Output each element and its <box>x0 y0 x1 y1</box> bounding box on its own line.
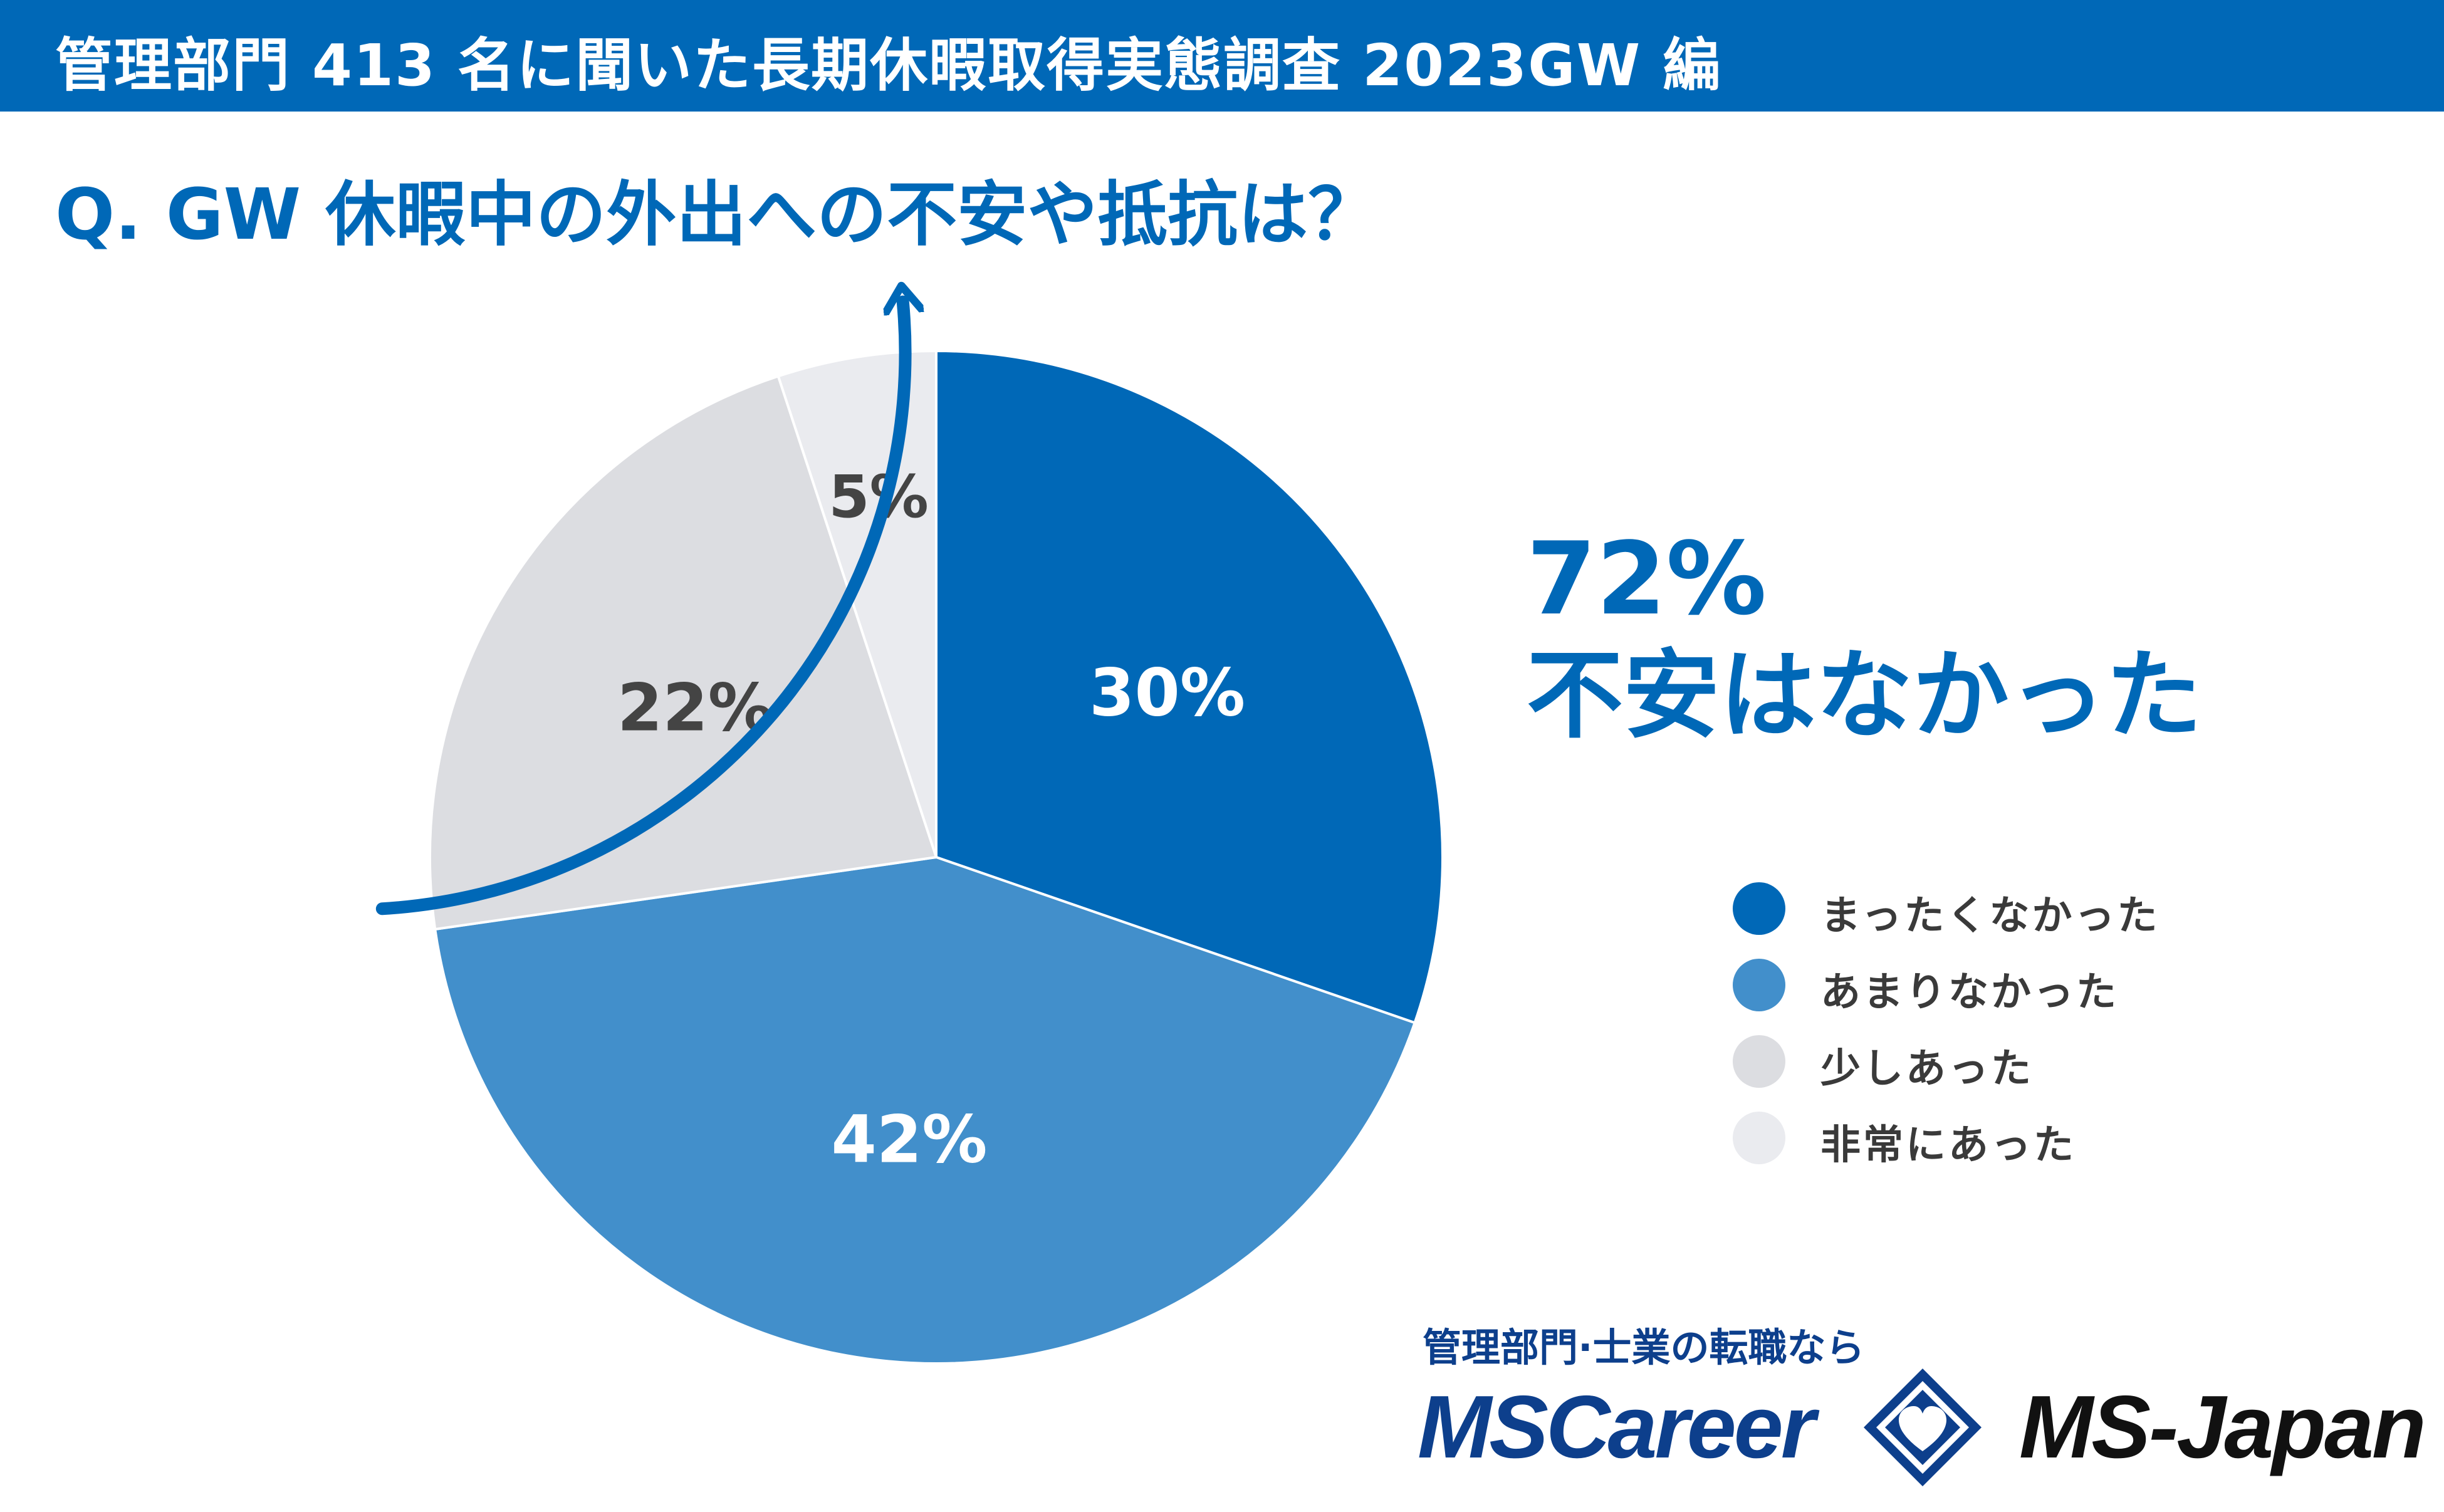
pie-slice <box>433 855 1417 1365</box>
diamond-heart-logo-icon <box>1864 1369 1982 1486</box>
header-title: 管理部門 413 名に聞いた長期休暇取得実態調査 2023GW 編 <box>55 32 1722 99</box>
brand-mscareer-logo: MSCareer <box>1418 1377 1815 1477</box>
brand-tagline: 管理部門·士業の転職なら <box>1423 1325 1865 1370</box>
legend-label: 非常にあった <box>1820 1122 2076 1169</box>
pie-slice <box>429 374 938 931</box>
legend-label: あまりなかった <box>1820 969 2119 1016</box>
legend-swatch-icon <box>1733 959 1785 1011</box>
pie-slice-label: 42% <box>832 1101 988 1177</box>
curved-arrow-icon <box>375 302 906 915</box>
pie-slice-label: 30% <box>1089 655 1245 731</box>
callout-text: 不安はなかった <box>1527 640 2203 752</box>
pie-slices <box>429 349 1444 1365</box>
question-title: Q. GW 休暇中の外出への不安や抵抗は？ <box>55 174 1379 256</box>
pie-slice <box>935 349 1444 1025</box>
legend-label: 少しあった <box>1820 1046 2034 1092</box>
legend-label: まったくなかった <box>1820 893 2160 939</box>
legend-swatch-icon <box>1733 1035 1785 1088</box>
legend-swatch-icon <box>1733 882 1785 935</box>
pie-slice-labels: 30%42%22%5% <box>617 463 1245 1177</box>
brand-msjapan-logo: MS-Japan <box>2019 1377 2426 1477</box>
legend-swatch-icon <box>1733 1112 1785 1164</box>
header-bar: 管理部門 413 名に聞いた長期休暇取得実態調査 2023GW 編 <box>0 0 2444 112</box>
callout-percent: 72% <box>1527 520 1767 637</box>
